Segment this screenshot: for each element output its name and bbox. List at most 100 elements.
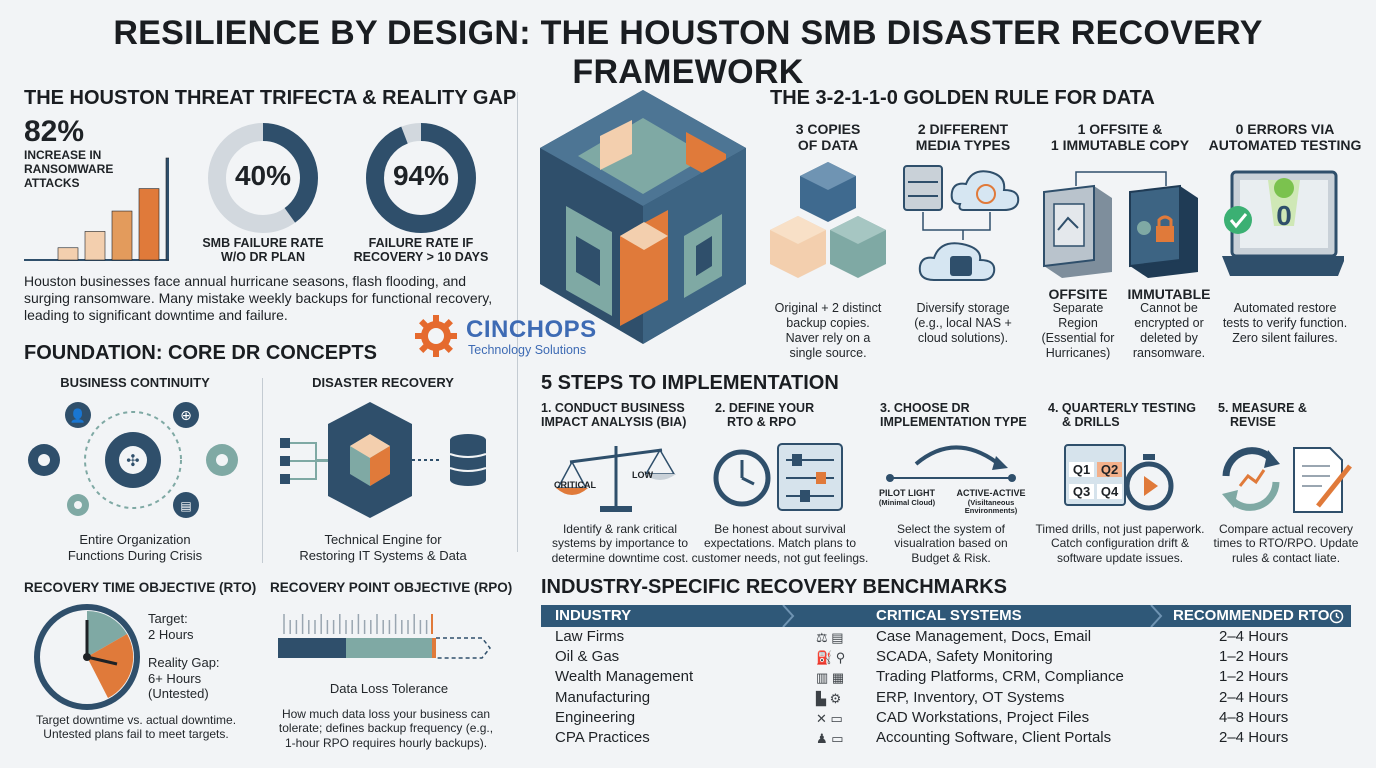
step4-desc-1: Timed drills, not just paperwork. bbox=[1035, 522, 1205, 536]
rule-2-desc-3: cloud solutions). bbox=[917, 331, 1009, 345]
stat-ransomware-value: 82% bbox=[24, 115, 85, 148]
step5-desc-2: times to RTO/RPO. Update bbox=[1213, 536, 1359, 551]
systems-cell: ERP, Inventory, OT Systems bbox=[876, 688, 1065, 706]
immutable-desc-2: encrypted or bbox=[1134, 316, 1204, 330]
refresh-cycle-icon bbox=[1222, 447, 1280, 511]
rto-target-2: 2 Hours bbox=[148, 626, 194, 642]
ransomware-bar bbox=[57, 247, 79, 261]
step3-title-1: 3. CHOOSE DR bbox=[880, 401, 970, 415]
step5-desc-3: rules & contact liate. bbox=[1231, 550, 1341, 565]
step4-title: 4. QUARTERLY TESTING & DRILLS bbox=[1048, 401, 1218, 430]
ring-smb-value: 40% bbox=[234, 160, 292, 191]
foundation-heading: FOUNDATION: CORE DR CONCEPTS bbox=[24, 342, 377, 364]
rule-3-title-2: OF DATA bbox=[797, 137, 859, 154]
rto-gap-3: (Untested) bbox=[148, 686, 209, 702]
rpo-bar-label: Data Loss Tolerance bbox=[329, 681, 449, 696]
gear-logo-icon bbox=[415, 315, 457, 357]
dr-type-spectrum-icon bbox=[886, 445, 1016, 482]
clock-header-icon bbox=[1329, 609, 1344, 624]
step1-desc-3: determine downtime cost. bbox=[551, 550, 689, 565]
rto-title: RECOVERY TIME OBJECTIVE (RTO) bbox=[24, 580, 257, 595]
step1-title: 1. CONDUCT BUSINESS IMPACT ANALYSIS (BIA… bbox=[541, 401, 711, 430]
ring-10days-label-1: FAILURE RATE IF bbox=[368, 236, 474, 250]
rto-gap-1: Reality Gap: bbox=[148, 655, 220, 670]
rpo-caption-3: 1-hour RPO requires hourly backups). bbox=[284, 735, 488, 750]
rpo-caption-1: How much data loss your business can bbox=[281, 707, 491, 721]
business-continuity-diagram: ✣ 👤 ⊕ ▤ bbox=[28, 402, 238, 518]
rpo-title: RECOVERY POINT OBJECTIVE (RPO) bbox=[270, 580, 513, 595]
immutable-desc-4: ransomware. bbox=[1132, 346, 1206, 360]
resilience-hex-illustration bbox=[540, 90, 746, 344]
rto-target: Target: 2 Hours bbox=[148, 611, 194, 642]
industry-cell: CPA Practices bbox=[555, 728, 650, 746]
step5-desc-1: Compare actual recovery bbox=[1218, 522, 1354, 536]
small-gear-icon bbox=[67, 494, 89, 516]
industry-icons: ▥ ▦ bbox=[816, 670, 845, 686]
step1-title-1: 1. CONDUCT BUSINESS bbox=[541, 401, 685, 415]
scale-critical-label: CRITICAL bbox=[554, 480, 596, 490]
restored-database-icon bbox=[449, 434, 487, 486]
table-row: Engineering ✕ ▭ CAD Workstations, Project … bbox=[541, 708, 1351, 728]
check-icon bbox=[1224, 206, 1252, 234]
pilot-light-2: (Minimal Cloud) bbox=[878, 497, 936, 507]
step4-desc: Timed drills, not just paperwork. Catch … bbox=[1030, 522, 1210, 565]
rule-3-desc: Original + 2 distinct backup copies. Nav… bbox=[760, 301, 896, 361]
step3-title: 3. CHOOSE DR IMPLEMENTATION TYPE bbox=[880, 401, 1040, 430]
quarter-calendar-icon: Q1 Q2 Q3 Q4 bbox=[1064, 444, 1126, 506]
ring-smb-fill bbox=[208, 123, 318, 233]
rto-caption: Target downtime vs. actual downtime. Unt… bbox=[18, 713, 254, 742]
rto-clock-icon bbox=[34, 604, 140, 710]
bench-heading: INDUSTRY-SPECIFIC RECOVERY BENCHMARKS bbox=[541, 576, 1007, 598]
rule-2-desc: Diversify storage (e.g., local NAS + clo… bbox=[893, 301, 1033, 346]
step3-desc: Select the system of visualration based … bbox=[874, 522, 1028, 565]
quarter-q2: Q2 bbox=[1097, 462, 1122, 477]
rule-2-desc-1: Diversify storage bbox=[916, 301, 1010, 315]
rule-3-desc-1: Original + 2 distinct bbox=[774, 301, 882, 315]
measure-revise-icon bbox=[1222, 447, 1352, 513]
industry-cell: Manufacturing bbox=[555, 688, 651, 706]
ransomware-bar-chart bbox=[24, 157, 169, 261]
zero-errors-digit: 0 bbox=[1276, 200, 1292, 231]
ring-10days-fill bbox=[366, 123, 476, 233]
ring-failure-10days bbox=[366, 123, 476, 233]
ring-smb-label: SMB FAILURE RATE W/O DR PLAN bbox=[190, 236, 336, 265]
rpo-caption: How much data loss your business can tol… bbox=[266, 707, 506, 750]
rule-3-desc-3: Naver rely on a bbox=[785, 331, 871, 345]
left-gear-icon bbox=[28, 444, 60, 476]
bc-caption-2: Functions During Crisis bbox=[67, 547, 203, 563]
rule-0-title-1: 0 ERRORS VIA bbox=[1235, 121, 1335, 137]
immutable-safe-icon bbox=[1129, 184, 1198, 278]
step5-title: 5. MEASURE & REVISE bbox=[1218, 401, 1358, 430]
offsite-desc: Separate Region (Essential for Hurricane… bbox=[1030, 301, 1126, 361]
three-cubes-icon bbox=[770, 162, 886, 278]
step4-desc-3: software update issues. bbox=[1056, 550, 1184, 565]
bc-caption: Entire Organization Functions During Cri… bbox=[24, 532, 246, 563]
rto-target-1: Target: bbox=[148, 611, 188, 626]
step1-desc: Identify & rank critical systems by impo… bbox=[536, 522, 704, 565]
pilot-light-label: PILOT LIGHT (Minimal Cloud) bbox=[868, 488, 946, 507]
step4-desc-2: Catch configuration drift & bbox=[1050, 536, 1190, 551]
rto-caption-1: Target downtime vs. actual downtime. bbox=[35, 713, 237, 727]
industry-icons: ▙ ⚙ bbox=[816, 690, 842, 706]
dr-caption: Technical Engine for Restoring IT System… bbox=[272, 532, 494, 563]
dr-title: DISASTER RECOVERY bbox=[312, 375, 454, 390]
page-title: RESILIENCE BY DESIGN: THE HOUSTON SMB DI… bbox=[113, 14, 1263, 91]
systems-cell: Accounting Software, Client Portals bbox=[876, 728, 1112, 746]
rto-rpo-settings-icon bbox=[713, 443, 843, 511]
right-gear-icon bbox=[206, 444, 238, 476]
center-gear-icon: ✣ bbox=[105, 432, 161, 488]
offsite-immutable-icons bbox=[1043, 171, 1198, 278]
column-divider bbox=[517, 92, 518, 552]
ransomware-bar bbox=[111, 210, 133, 261]
active-active-3: Environments) bbox=[964, 506, 1018, 516]
user-icon: 👤 bbox=[65, 402, 91, 428]
rule-2-title-2: MEDIA TYPES bbox=[915, 137, 1011, 154]
scale-low-label: LOW bbox=[632, 470, 653, 480]
step3-desc-3: Budget & Risk. bbox=[911, 550, 991, 565]
col-rto-header: RECOMMENDED RTO bbox=[1173, 607, 1330, 624]
concept-divider bbox=[262, 378, 263, 563]
ring-smb-failure bbox=[208, 123, 318, 233]
rto-cell: 4–8 Hours bbox=[1219, 708, 1289, 726]
ring-smb-label-1: SMB FAILURE RATE bbox=[202, 236, 324, 250]
rule-0-desc-2: tests to verify function. bbox=[1222, 316, 1348, 330]
